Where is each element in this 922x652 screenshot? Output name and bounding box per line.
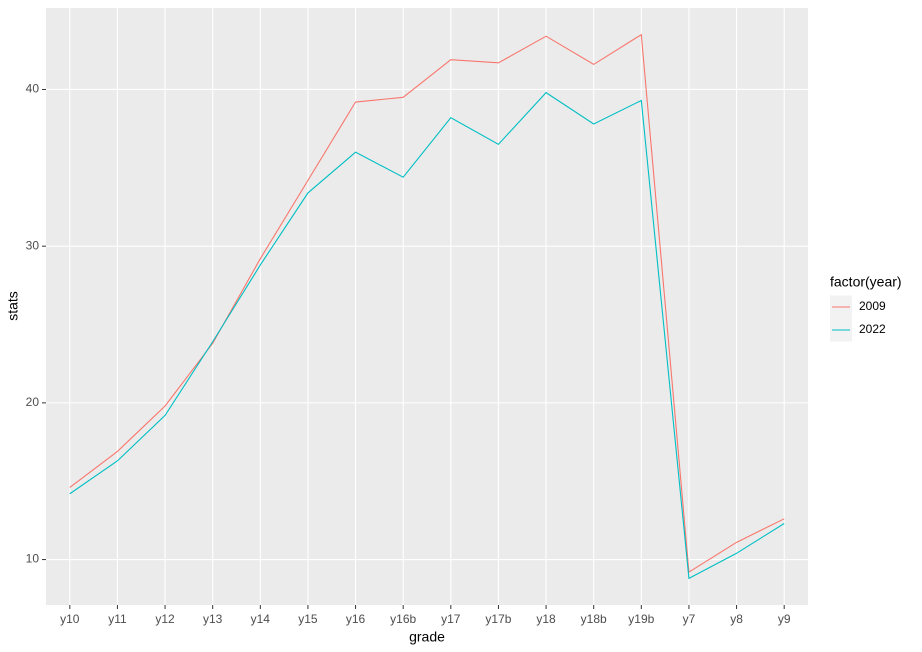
x-tick-label: y11: [108, 612, 127, 626]
panel: [46, 8, 808, 605]
x-tick-label: y17: [441, 612, 461, 626]
y-axis-title: stats: [5, 291, 21, 321]
x-tick-label: y18b: [581, 612, 607, 626]
x-tick-label: y13: [203, 612, 223, 626]
x-tick-label: y17b: [485, 612, 511, 626]
series-line: [69, 33, 785, 574]
x-tick-label: y18: [536, 612, 556, 626]
legend-title: factor(year): [830, 274, 902, 290]
y-tick-label: 40: [26, 82, 40, 96]
y-tick-label: 10: [26, 552, 40, 566]
x-tick-label: y19b: [628, 612, 654, 626]
x-tick-label: y7: [683, 612, 696, 626]
series-line: [69, 91, 785, 580]
legend-label: 2009: [859, 299, 886, 313]
x-tick-label: y16: [346, 612, 366, 626]
y-tick-label: 20: [26, 395, 40, 409]
x-tick-label: y15: [298, 612, 318, 626]
y-tick-label: 30: [26, 238, 40, 252]
x-tick-label: y16b: [390, 612, 416, 626]
x-tick-label: y9: [778, 612, 791, 626]
x-tick-label: y10: [60, 612, 80, 626]
x-tick-label: y12: [155, 612, 175, 626]
x-tick-label: y8: [730, 612, 743, 626]
x-axis-title: grade: [409, 629, 445, 645]
x-tick-label: y14: [251, 612, 271, 626]
legend-label: 2022: [859, 322, 886, 336]
